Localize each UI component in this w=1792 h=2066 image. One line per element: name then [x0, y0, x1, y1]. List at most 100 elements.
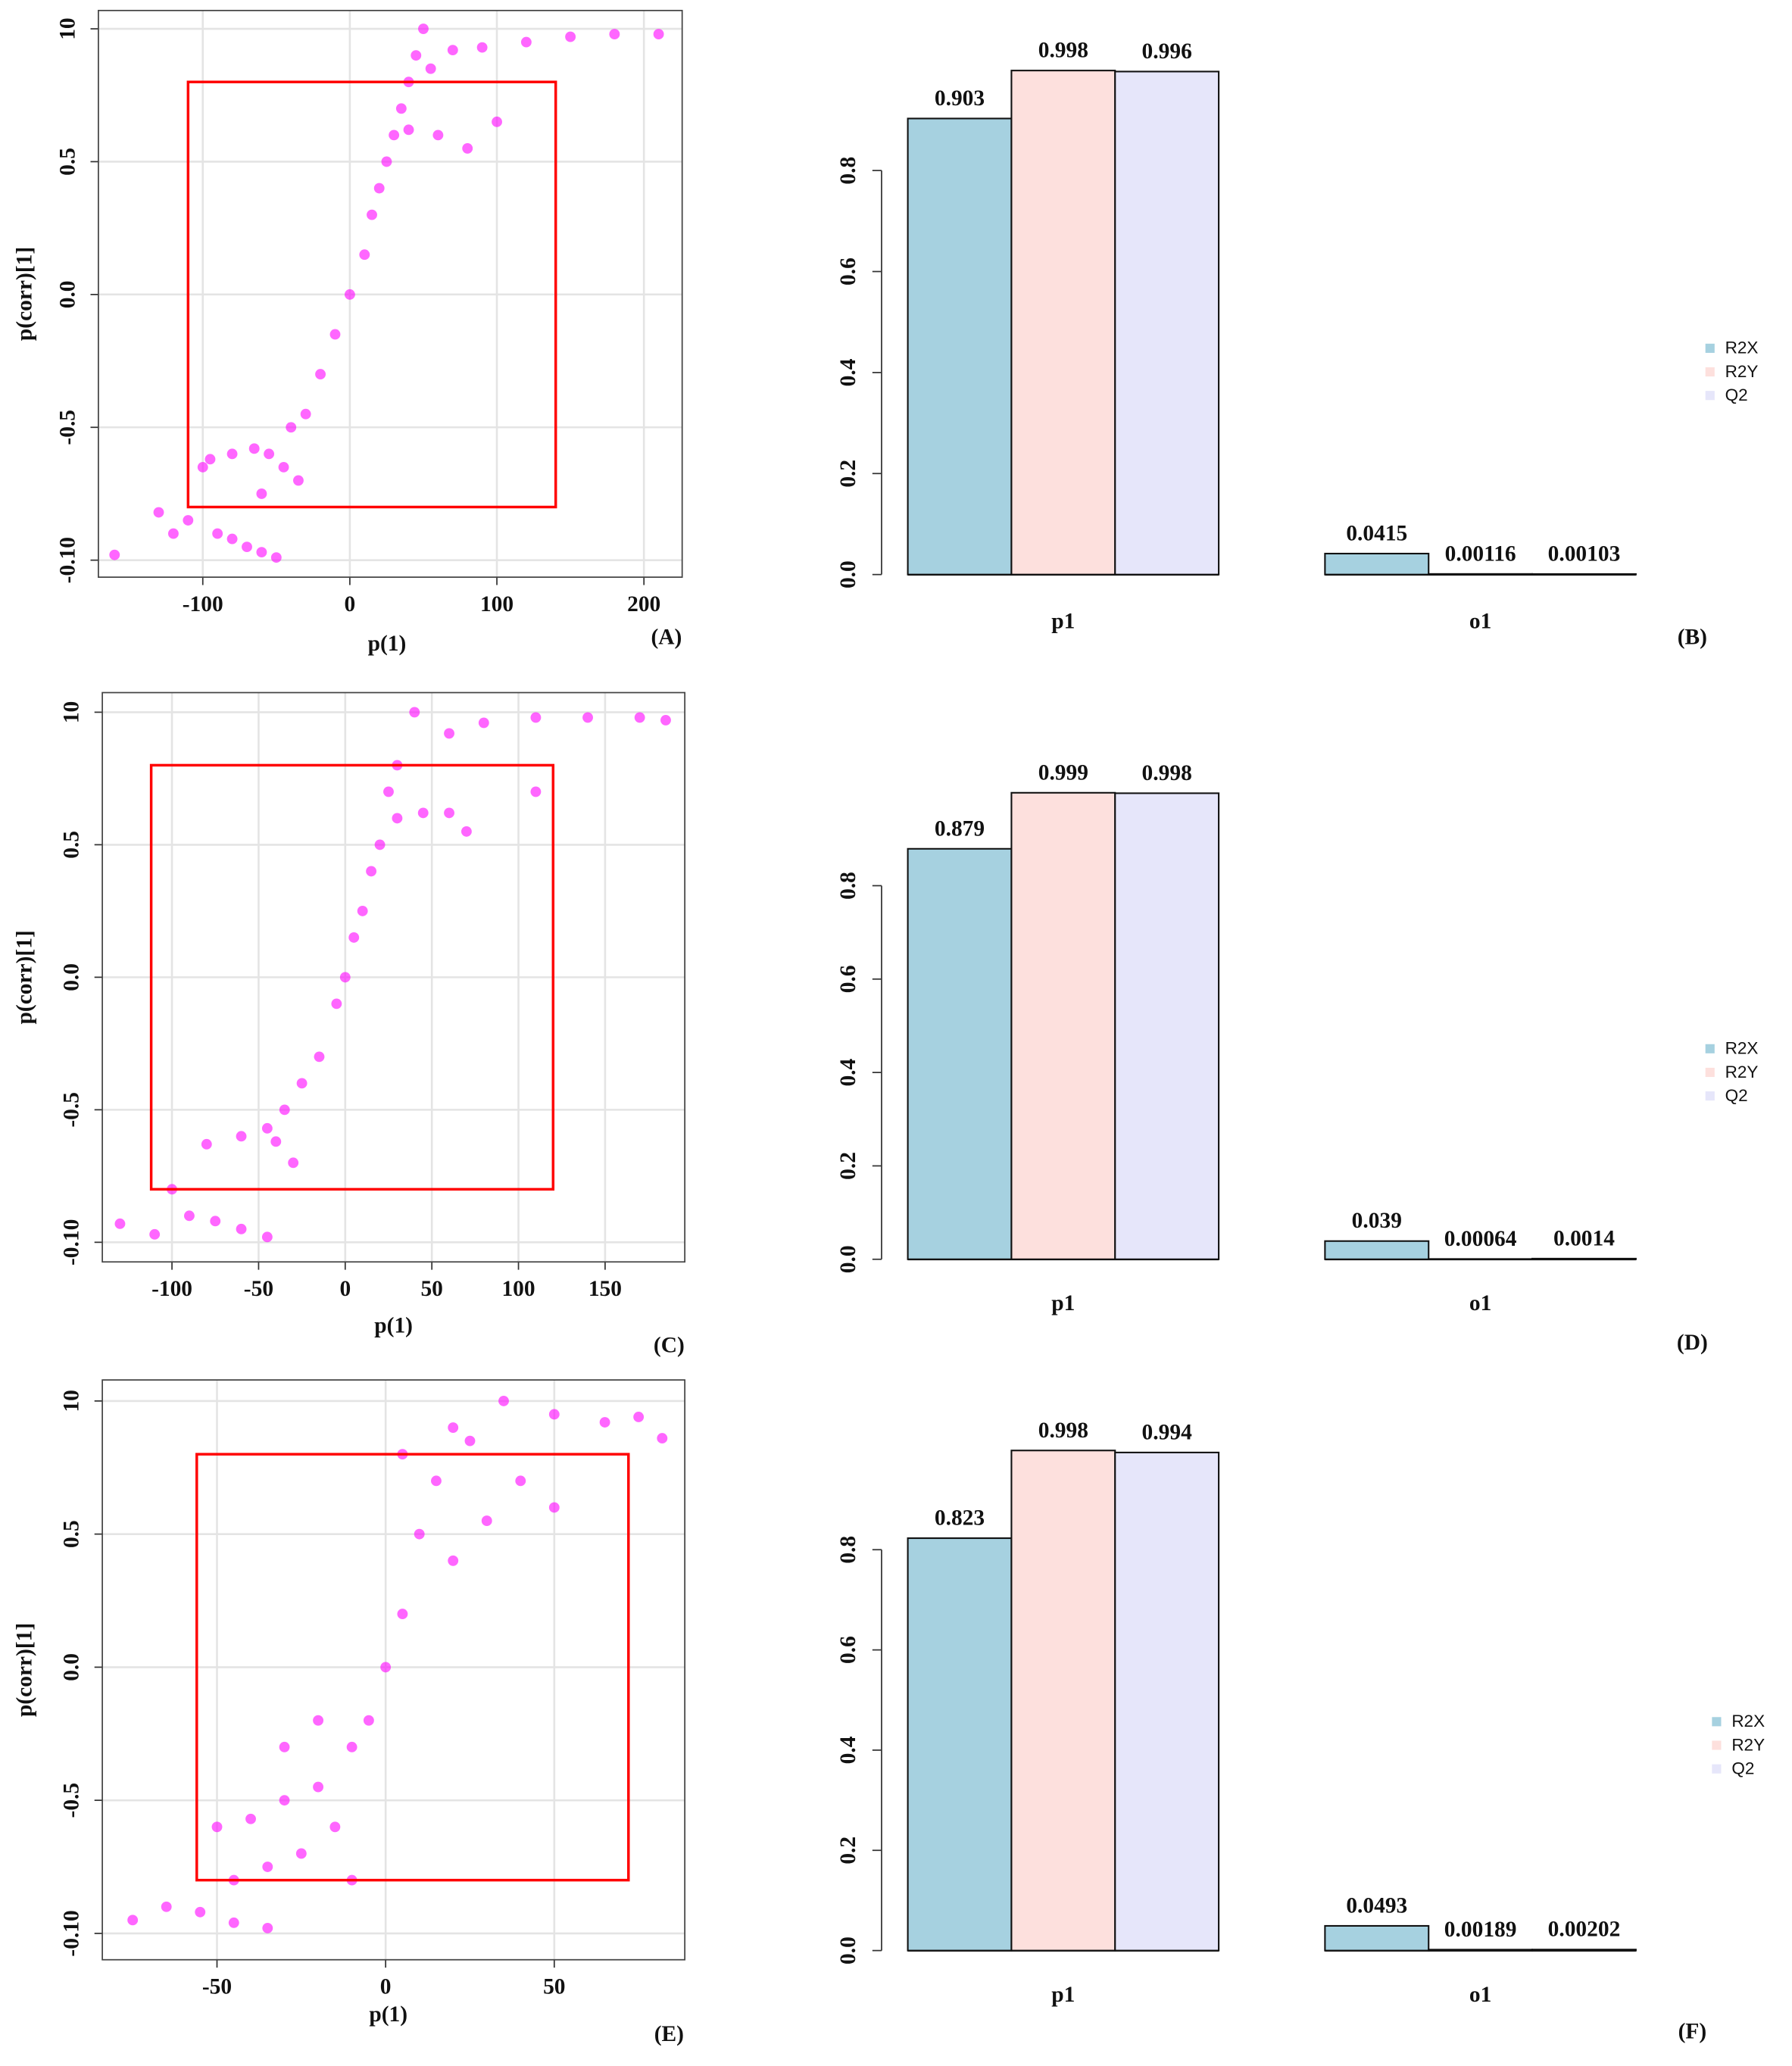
point: [363, 1715, 374, 1726]
point: [270, 1136, 282, 1147]
legend-label: Q2: [1731, 1759, 1754, 1778]
legend-swatch: [1705, 1067, 1715, 1078]
bar: [1428, 573, 1534, 576]
point: [329, 329, 341, 340]
value-label: 0.998: [1142, 761, 1192, 785]
x-tick-label: 50: [420, 1277, 442, 1301]
bar: [1324, 1924, 1430, 1952]
plot-frame: [98, 9, 683, 578]
point: [236, 1223, 247, 1234]
plot-frame: [101, 691, 686, 1263]
panel-label: (F): [1678, 2019, 1707, 2043]
point: [245, 1813, 256, 1824]
point: [339, 972, 351, 983]
threshold-box: [195, 1453, 630, 1882]
value-label: 0.999: [1038, 760, 1088, 785]
value-label: 0.823: [935, 1506, 985, 1531]
point: [296, 1078, 308, 1089]
category-label: p1: [1051, 609, 1075, 633]
value-label: 0.879: [935, 816, 985, 841]
point: [357, 905, 368, 916]
point: [288, 1157, 299, 1169]
x-tick-label: 200: [627, 592, 660, 616]
point: [389, 130, 400, 141]
x-tick-label: -100: [151, 1277, 192, 1301]
y-tick-label: 0.5: [56, 148, 80, 176]
x-tick-label: 0: [380, 1975, 392, 1999]
point: [278, 461, 289, 473]
value-label: 0.998: [1038, 1418, 1088, 1443]
bar: [1114, 792, 1220, 1260]
point: [226, 448, 238, 460]
y-tick-label: 0.0: [56, 280, 80, 308]
legend-swatch: [1712, 1740, 1722, 1750]
y-tick-label: 0.2: [836, 1837, 860, 1865]
legend-swatch: [1705, 1091, 1715, 1101]
point: [515, 1475, 526, 1487]
point: [261, 1122, 273, 1134]
y-axis-label: p(corr)[1]: [12, 930, 36, 1024]
y-tick-label: 0.5: [60, 1520, 84, 1548]
x-tick-label: 0: [345, 592, 356, 616]
value-label: 0.00103: [1548, 541, 1621, 566]
point: [447, 45, 458, 56]
point: [383, 786, 394, 797]
legend-swatch: [1705, 343, 1715, 353]
point: [392, 813, 403, 824]
value-label: 0.996: [1142, 39, 1192, 64]
y-tick-label: 0.2: [836, 460, 860, 488]
point: [201, 1138, 212, 1150]
y-tick-label: 0.4: [836, 1736, 860, 1764]
point: [315, 369, 326, 380]
point: [161, 1901, 172, 1912]
point: [184, 1210, 195, 1222]
bar: [1114, 70, 1220, 576]
y-tick-label: 0.8: [836, 872, 860, 900]
point: [262, 1862, 273, 1872]
point: [329, 1821, 341, 1833]
panel-label: (D): [1677, 1331, 1708, 1355]
value-label: 0.00189: [1444, 1918, 1517, 1942]
point: [270, 552, 282, 563]
value-label: 0.0493: [1346, 1893, 1407, 1918]
point: [293, 475, 304, 486]
value-label: 0.039: [1352, 1209, 1402, 1233]
panel-label: (E): [654, 2022, 684, 2046]
point: [548, 1409, 560, 1420]
panel-label: (A): [651, 625, 682, 649]
point: [381, 156, 392, 167]
bar: [1428, 1949, 1534, 1952]
point: [279, 1795, 290, 1806]
y-tick-label: 0.4: [836, 358, 860, 386]
point: [481, 1515, 492, 1527]
point: [295, 1848, 307, 1859]
value-label: 0.0415: [1346, 521, 1407, 545]
point: [346, 1741, 357, 1752]
y-tick-label: 0.0: [836, 1245, 860, 1273]
point: [530, 786, 542, 797]
bar: [907, 117, 1013, 576]
value-label: 0.994: [1142, 1420, 1193, 1444]
point: [226, 533, 238, 545]
point: [478, 717, 489, 729]
y-tick-label: 0.5: [60, 831, 84, 859]
x-tick-label: -50: [202, 1975, 232, 1999]
point: [582, 712, 593, 723]
point: [409, 707, 420, 718]
point: [204, 454, 216, 465]
x-tick-label: 100: [501, 1277, 535, 1301]
point: [359, 249, 370, 261]
legend-label: R2X: [1725, 1039, 1759, 1058]
point: [548, 1502, 560, 1513]
legend-label: R2Y: [1725, 362, 1759, 381]
x-tick-label: -50: [244, 1277, 273, 1301]
point: [395, 103, 407, 114]
y-tick-label: 10: [56, 17, 80, 39]
y-tick-label: -0.5: [60, 1092, 84, 1128]
y-axis-label: p(corr)[1]: [12, 247, 36, 341]
point: [373, 183, 385, 194]
plot-frame: [101, 1379, 686, 1961]
threshold-box: [149, 763, 555, 1191]
point: [374, 839, 386, 850]
